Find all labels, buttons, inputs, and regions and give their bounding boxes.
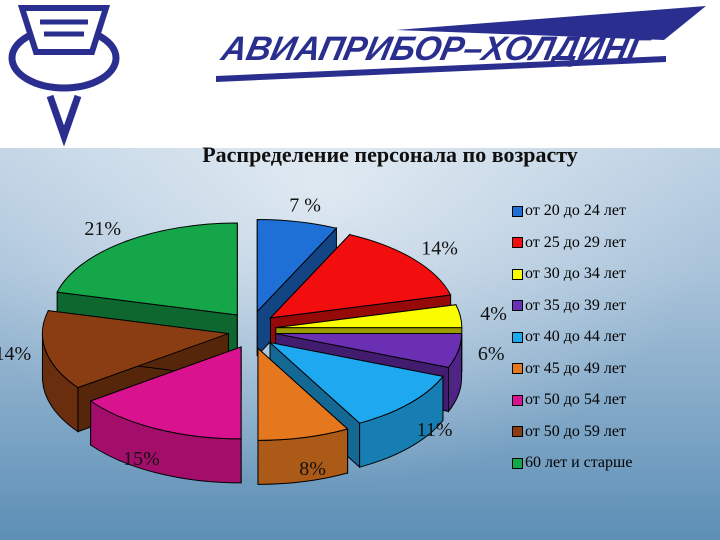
legend-label: от 30 до 34 лет [525, 265, 626, 282]
data-label-5: 11% [417, 419, 453, 441]
legend-item: от 50 до 59 лет [512, 421, 626, 443]
legend-label: 60 лет и старше [525, 454, 633, 471]
legend-label: от 25 до 29 лет [525, 233, 626, 251]
legend-swatch [512, 205, 523, 217]
brand-underline-icon [216, 56, 666, 82]
legend-item: от 20 до 24 лет [512, 200, 626, 222]
logo-emblem-icon [8, 5, 120, 147]
legend-item: от 25 до 29 лет [512, 232, 626, 254]
data-label-8: 14% [0, 343, 31, 365]
legend-swatch [512, 237, 523, 248]
legend-item: от 45 до 49 лет [512, 358, 626, 380]
legend-item: от 40 до 44 лет [512, 326, 626, 348]
data-label-2: 14% [421, 238, 458, 260]
legend-label: от 50 до 59 лет [525, 422, 626, 440]
legend-swatch [512, 457, 523, 469]
data-label-6: 8% [299, 458, 326, 480]
data-label-9: 21% [84, 218, 121, 240]
data-label-4: 6% [478, 343, 505, 365]
legend-swatch [512, 300, 523, 311]
legend-item: от 30 до 34 лет [512, 263, 626, 285]
legend-swatch [512, 331, 523, 343]
legend-item: от 50 до 54 лет [512, 389, 626, 411]
chart-title: Распределение персонала по возрасту [202, 142, 578, 167]
legend-item: от 35 до 39 лет [512, 295, 626, 317]
data-label-3: 4% [480, 303, 507, 325]
legend-label: от 35 до 39 лет [525, 296, 626, 314]
brand-banner: АВИАПРИБОР–ХОЛДИНГ [196, 0, 720, 124]
legend-swatch [512, 426, 523, 437]
legend-swatch [512, 363, 523, 374]
company-logo [0, 0, 128, 147]
legend-item: 60 лет и старше [512, 452, 632, 474]
data-label-1: 7 % [289, 195, 321, 217]
pie-slice-6 [257, 347, 349, 485]
legend-label: от 40 до 44 лет [525, 328, 626, 345]
legend-swatch [512, 394, 523, 406]
pie-slice-7 [89, 346, 242, 484]
plane-wing-icon [396, 6, 706, 40]
legend-label: от 20 до 24 лет [525, 202, 626, 219]
legend-label: от 50 до 54 лет [525, 391, 626, 408]
legend-label: от 45 до 49 лет [525, 359, 626, 377]
brand-text: АВИАПРИБОР–ХОЛДИНГ [217, 30, 654, 68]
data-label-7: 15% [123, 448, 160, 470]
legend-swatch [512, 268, 523, 280]
